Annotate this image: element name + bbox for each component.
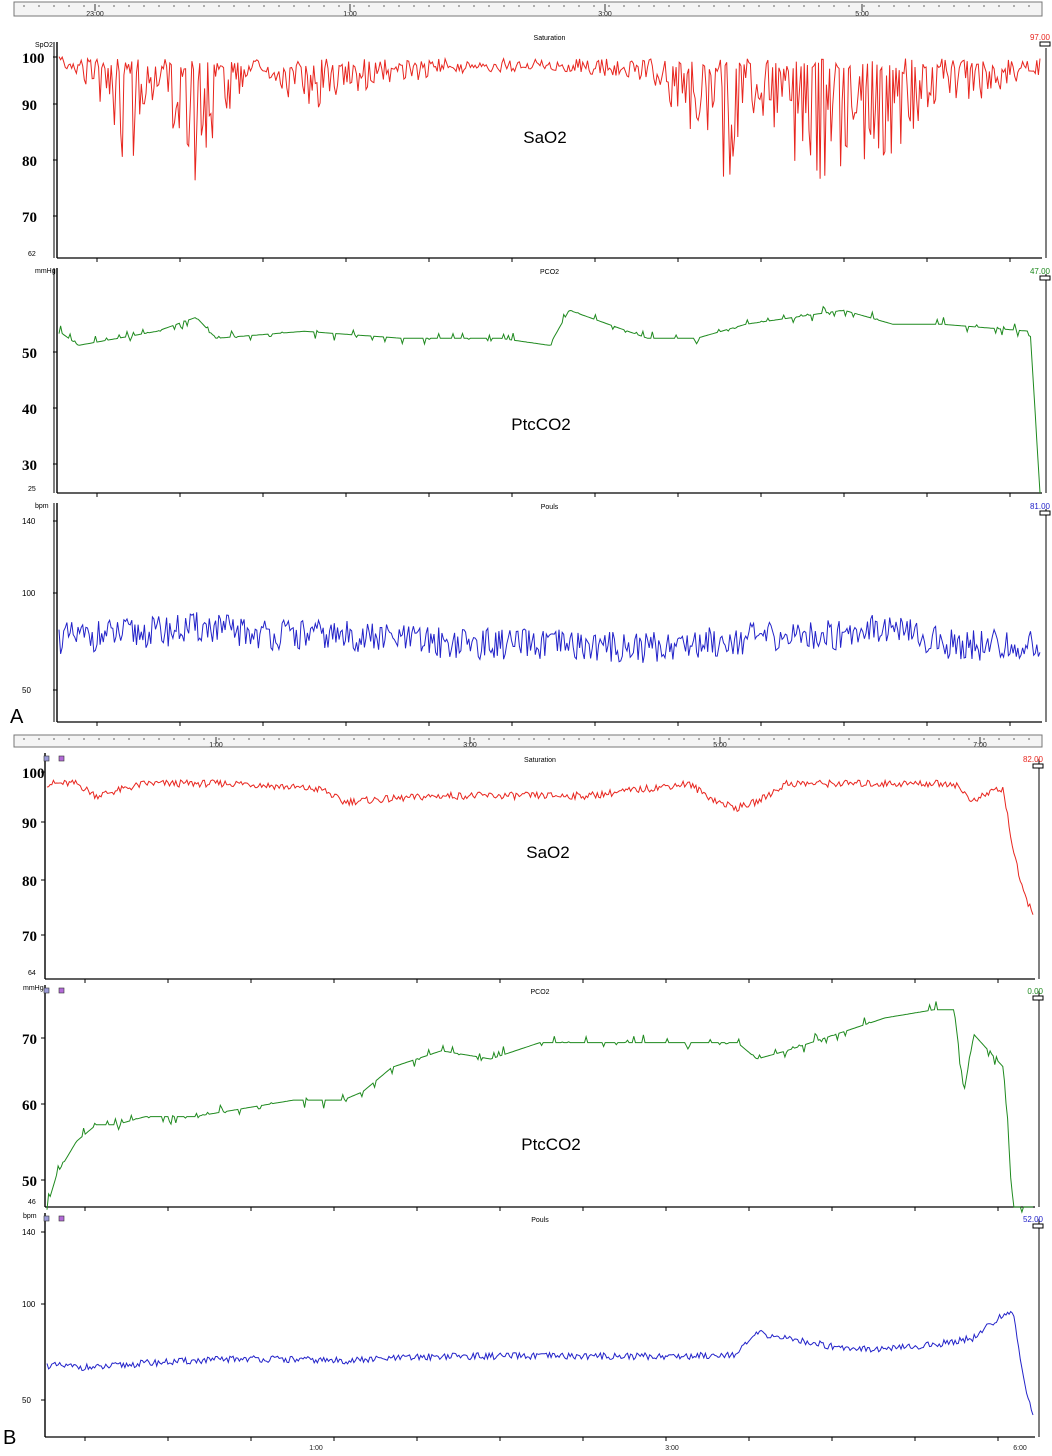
series-line-sat <box>58 55 1041 181</box>
series-line-sat <box>46 778 1034 915</box>
panel-title: PCO2 <box>540 269 559 276</box>
series-line-pouls <box>58 612 1041 663</box>
y-tick-label: 30 <box>22 458 37 474</box>
timeline-track[interactable] <box>13 734 1043 748</box>
value-indicator[interactable] <box>1039 510 1051 516</box>
timeline-tick-label: 5:00 <box>855 11 869 18</box>
y-tick-label: 50 <box>22 346 37 362</box>
value-indicator[interactable] <box>1032 1223 1044 1229</box>
chart-a: 23:00 1:00 3:00 5:00 A SpO2 Saturation 97.00 100… <box>10 1 1051 728</box>
unit-label: mmHg <box>23 985 44 992</box>
timeline-track[interactable] <box>13 1 1043 17</box>
panel-title: Pouls <box>541 504 559 511</box>
y-tick-label: 100 <box>22 51 45 67</box>
y-tick-label: 100 <box>22 589 36 598</box>
series-annotation: SaO2 <box>523 128 566 147</box>
current-value: 47.00 <box>1030 267 1051 276</box>
unit-label: mmHg <box>35 268 56 275</box>
y-tick-label: 60 <box>22 1098 37 1114</box>
bottom-tick-label: 3:00 <box>665 1445 679 1451</box>
y-tick-label: 90 <box>22 98 37 114</box>
y-min-label: 25 <box>28 486 36 493</box>
y-tick-label: 50 <box>22 1174 37 1190</box>
series-annotation: PtcCO2 <box>511 415 571 434</box>
y-tick-label: 80 <box>22 154 37 170</box>
unit-label: bpm <box>35 503 49 510</box>
y-tick-label: 140 <box>22 517 36 526</box>
chart-b: 1:00 3:00 5:00 7:00 B Saturation 82.00 100 90 80 7… <box>3 734 1044 1452</box>
channel-marker-icon[interactable] <box>58 987 65 994</box>
panel-pco2: mmHg PCO2 47.00 50 40 30 25 PtcCO2 <box>22 267 1051 497</box>
series-annotation: SaO2 <box>526 843 569 862</box>
panel-title: Saturation <box>534 35 566 42</box>
series-line-pouls <box>46 1310 1034 1416</box>
y-tick-label: 140 <box>22 1228 36 1237</box>
y-tick-label: 70 <box>22 210 37 226</box>
series-line-pco2 <box>46 1001 1033 1214</box>
figure-label-b: B <box>3 1427 16 1449</box>
timeline-ruler: 1:00 3:00 5:00 7:00 <box>13 734 1043 749</box>
y-tick-label: 70 <box>22 929 37 945</box>
channel-marker-icon[interactable] <box>58 755 65 762</box>
current-value: 97.00 <box>1030 33 1051 42</box>
panel-pouls: bpm Pouls 52.00 140 100 50 <box>22 1213 1044 1441</box>
panel-title: Pouls <box>531 1217 549 1224</box>
current-value: 82.00 <box>1023 755 1044 764</box>
series-annotation: PtcCO2 <box>521 1135 581 1154</box>
timeline-ruler: 23:00 1:00 3:00 5:00 <box>13 1 1043 18</box>
channel-marker-icon[interactable] <box>43 1215 50 1222</box>
current-value: 0.00 <box>1027 987 1043 996</box>
timeline-tick-label: 1:00 <box>209 742 223 749</box>
panel-title: Saturation <box>524 757 556 764</box>
value-indicator[interactable] <box>1032 995 1044 1001</box>
series-line-pco2 <box>58 305 1041 494</box>
panel-pouls: bpm Pouls 81.00 140 100 50 <box>22 502 1051 726</box>
y-min-label: 64 <box>28 970 36 977</box>
timeline-tick-label: 3:00 <box>598 11 612 18</box>
bottom-tick-label: 6:00 <box>1013 1445 1027 1451</box>
y-tick-label: 50 <box>22 686 31 695</box>
y-tick-label: 90 <box>22 816 37 832</box>
bottom-tick-label: 1:00 <box>309 1445 323 1451</box>
value-indicator[interactable] <box>1039 275 1051 281</box>
panel-sat: Saturation 82.00 100 90 80 70 64 SaO2 <box>22 753 1044 983</box>
y-tick-label: 100 <box>22 766 45 782</box>
value-indicator[interactable] <box>1032 763 1044 769</box>
timeline-tick-label: 5:00 <box>713 742 727 749</box>
timeline-tick-label: 23:00 <box>86 11 104 18</box>
y-tick-label: 40 <box>22 402 37 418</box>
panel-title: PCO2 <box>530 989 549 996</box>
y-min-label: 46 <box>28 1199 36 1206</box>
unit-label: bpm <box>23 1213 37 1220</box>
channel-marker-icon[interactable] <box>43 755 50 762</box>
timeline-tick-label: 3:00 <box>463 742 477 749</box>
panel-pco2: mmHg PCO2 0.00 70 60 50 46 PtcCO2 <box>22 985 1044 1214</box>
y-tick-label: 50 <box>22 1396 31 1405</box>
channel-marker-icon[interactable] <box>43 987 50 994</box>
figure-label-a: A <box>10 706 24 728</box>
y-tick-label: 70 <box>22 1032 37 1048</box>
channel-marker-icon[interactable] <box>58 1215 65 1222</box>
timeline-tick-label: 1:00 <box>343 11 357 18</box>
y-tick-label: 100 <box>22 1300 36 1309</box>
unit-label: SpO2 <box>35 42 53 49</box>
current-value: 52.00 <box>1023 1215 1044 1224</box>
value-indicator[interactable] <box>1039 41 1051 47</box>
y-min-label: 62 <box>28 251 36 258</box>
panel-sat: SpO2 Saturation 97.00 100 90 80 70 62 SaO2 <box>22 33 1051 262</box>
timeline-tick-label: 7:00 <box>973 742 987 749</box>
current-value: 81.00 <box>1030 502 1051 511</box>
y-tick-label: 80 <box>22 874 37 890</box>
